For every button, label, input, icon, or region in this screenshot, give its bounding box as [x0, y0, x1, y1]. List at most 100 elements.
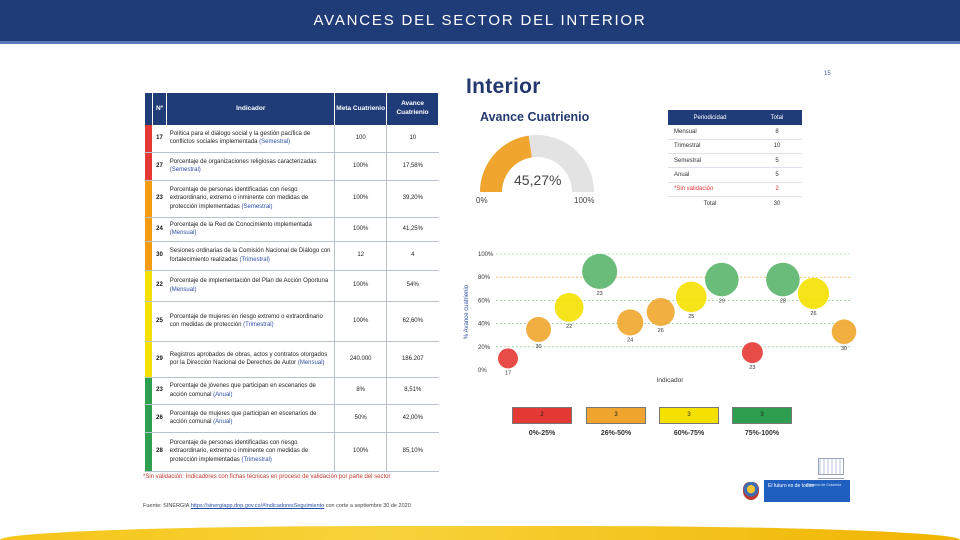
total-header: Total — [752, 110, 802, 125]
indicator-desc: Porcentaje de mujeres que participan en … — [169, 410, 317, 425]
data-point-label: 23 — [597, 291, 603, 297]
y-tick-label: 20% — [478, 345, 491, 351]
indicator-desc: Porcentaje de la Red de Conocimiento imp… — [169, 221, 312, 228]
indicator-number: 26 — [152, 404, 167, 433]
indicator-number: 28 — [152, 432, 167, 472]
indicator-number: 27 — [152, 152, 167, 181]
indicator-progress: 41,25% — [386, 217, 439, 242]
indicators-table: Nº Indicador Meta Cuatrienio Avance Cuat… — [145, 93, 439, 472]
indicator-progress: 62,60% — [386, 301, 439, 342]
periodicity-label: *Sin validación — [668, 182, 752, 197]
government-logo: El futuro es de todos Gobierno de Colomb… — [764, 480, 850, 502]
indicator-goal: 8% — [334, 377, 387, 405]
indicator-progress: 17,58% — [386, 152, 439, 181]
indicator-goal: 12 — [334, 241, 387, 271]
periodicity-row: *Sin validación 2 — [668, 182, 802, 197]
indicator-progress: 39,20% — [386, 180, 439, 218]
status-color-bar — [145, 270, 153, 302]
data-point — [797, 277, 830, 310]
indicator-desc: Porcentaje de mujeres en riesgo extremo … — [169, 313, 323, 328]
periodicity-row: Anual 5 — [668, 167, 802, 183]
legend-box: 3 — [586, 407, 646, 424]
data-point — [741, 342, 763, 364]
legend-box: 3 — [732, 407, 792, 424]
gauge-max-label: 100% — [574, 196, 595, 205]
indicator-progress: 4 — [386, 241, 439, 271]
indicator-goal: 100% — [334, 152, 387, 181]
indicator-desc: Porcentaje de organizaciones religiosas … — [169, 158, 317, 165]
indicator-desc: Sesiones ordinarias de la Comisión Nacio… — [169, 248, 331, 263]
indicator-period: (Trimestral) — [239, 256, 270, 263]
table-row: 29 Registros aprobados de obras, actos y … — [145, 341, 439, 378]
data-point — [705, 262, 739, 297]
legend-range: 0%-25% — [528, 430, 556, 437]
data-point-label: 25 — [688, 314, 694, 320]
table-row: 24 Porcentaje de la Red de Conocimiento i… — [145, 217, 439, 242]
data-point-label: 26 — [658, 328, 664, 334]
table-row: 23 Porcentaje de jóvenes que participan e… — [145, 377, 439, 405]
periodicity-total: 8 — [752, 125, 802, 140]
indicator-period: (Semestral) — [169, 167, 201, 173]
table-row: 22 Porcentaje de implementación del Plan … — [145, 270, 439, 302]
periodicity-header: Periodicidad — [668, 110, 752, 125]
indicator-progress: 10 — [386, 125, 439, 153]
indicator-period: (Mensual) — [169, 286, 197, 293]
indicator-period: (Trimestral) — [243, 322, 274, 328]
status-color-bar — [145, 341, 153, 378]
indicator-number: 23 — [152, 377, 167, 405]
x-axis-label: Indicador — [657, 377, 685, 384]
indicator-period: (Mensual) — [297, 360, 325, 366]
indicator-desc: Porcentaje de jóvenes que participan en … — [169, 383, 316, 398]
y-tick-label: 40% — [478, 322, 491, 328]
indicator-text: Registros aprobados de obras, actos y co… — [166, 341, 335, 378]
indicator-goal: 100 — [334, 125, 387, 153]
indicator-text: Sesiones ordinarias de la Comisión Nacio… — [166, 241, 335, 271]
slide-heading: Interior — [466, 75, 541, 98]
data-point — [766, 262, 800, 297]
source-line: Fuente: SINERGIA https://sinergiapp.dnp.… — [143, 503, 503, 509]
status-color-bar — [145, 377, 153, 405]
source-link[interactable]: https://sinergiapp.dnp.gov.co/#Indicador… — [190, 503, 325, 509]
status-color-bar — [145, 301, 153, 342]
logo-slogan: El futuro es de todos — [768, 483, 814, 489]
indicator-goal: 50% — [334, 404, 387, 433]
status-color-bar — [145, 241, 153, 271]
data-point — [675, 281, 707, 313]
table-row: 30 Sesiones ordinarias de la Comisión Nac… — [145, 241, 439, 271]
data-point — [526, 316, 552, 342]
col-goal: Meta Cuatrienio — [334, 93, 388, 125]
indicator-text: Política para el diálogo social y la ges… — [166, 125, 335, 153]
legend-box: 2 — [512, 407, 572, 424]
table-row: 17 Política para el diálogo social y la g… — [145, 125, 439, 153]
data-point-label: 28 — [780, 298, 786, 304]
bubble-chart: 0% 20% 40% 60% 80% 100% % Avance cuatrienio Ind… — [464, 252, 857, 384]
col-progress: Avance Cuatrienio — [386, 93, 439, 125]
gauge-min-label: 0% — [476, 196, 488, 205]
y-axis-label: % Avance cuatrienio — [464, 284, 470, 339]
table-row: 23 Porcentaje de personas identificadas c… — [145, 180, 439, 218]
indicator-progress: 42,00% — [386, 404, 439, 433]
y-tick-label: 0% — [478, 368, 487, 374]
indicator-desc: Porcentaje de implementación del Plan de… — [169, 278, 329, 285]
source-suffix: con corte a septiembre 30 de 2020 — [325, 503, 411, 509]
indicator-text: Porcentaje de implementación del Plan de… — [166, 270, 335, 302]
indicator-goal: 100% — [334, 270, 387, 302]
periodicity-total: 5 — [752, 153, 802, 169]
indicator-goal: 100% — [334, 301, 387, 342]
indicator-text: Porcentaje de organizaciones religiosas … — [166, 152, 335, 181]
indicator-progress: 85,10% — [386, 432, 439, 472]
indicator-period: (Trimestral) — [241, 456, 272, 463]
indicator-number: 22 — [152, 270, 167, 302]
data-point — [554, 292, 584, 322]
gauge-value: 45,27% — [514, 172, 562, 188]
periodicity-row: Trimestral 10 — [668, 139, 802, 155]
indicator-text: Porcentaje de personas identificadas con… — [166, 432, 335, 472]
periodicity-total: 5 — [752, 167, 802, 183]
indicator-text: Porcentaje de jóvenes que participan en … — [166, 377, 335, 405]
indicator-progress: 186.207 — [386, 341, 439, 378]
periodicity-total-row: Total 30 — [668, 196, 802, 210]
data-point-label: 24 — [627, 338, 633, 344]
total-value: 30 — [773, 200, 781, 207]
indicator-period: (Anual) — [213, 391, 233, 398]
status-color-bar — [145, 432, 153, 472]
